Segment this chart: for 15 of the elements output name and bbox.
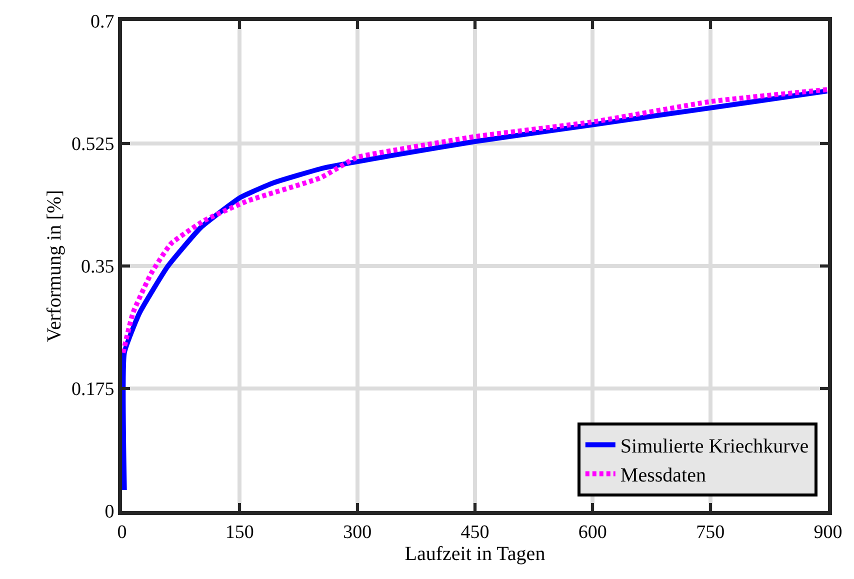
x-tick-label: 750 <box>696 522 725 543</box>
y-axis-title: Verformung in [%] <box>43 190 66 342</box>
x-tick-label: 150 <box>225 522 254 543</box>
y-tick-label: 0.7 <box>90 12 114 33</box>
x-axis-title: Laufzeit in Tagen <box>404 542 546 565</box>
legend-label: Messdaten <box>620 464 706 487</box>
x-tick-label: 450 <box>460 522 490 543</box>
x-tick-label: 900 <box>814 522 842 543</box>
y-tick-label: 0 <box>104 502 114 523</box>
legend-label: Simulierte Kriechkurve <box>620 436 809 458</box>
y-tick-label: 0.175 <box>71 379 114 400</box>
y-tick-label: 0.35 <box>80 256 114 278</box>
x-tick-label: 600 <box>578 522 607 543</box>
y-tick-label: 0.525 <box>71 134 114 156</box>
x-tick-label: 300 <box>343 522 372 543</box>
